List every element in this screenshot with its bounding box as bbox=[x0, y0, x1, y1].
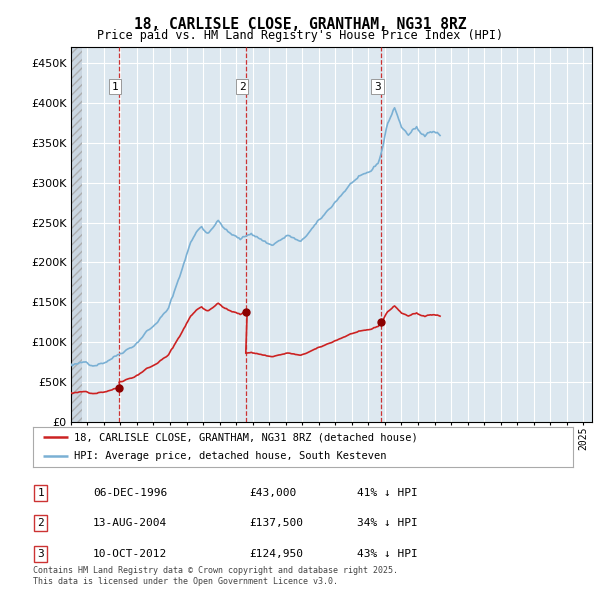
Text: £43,000: £43,000 bbox=[249, 488, 296, 497]
Text: 18, CARLISLE CLOSE, GRANTHAM, NG31 8RZ (detached house): 18, CARLISLE CLOSE, GRANTHAM, NG31 8RZ (… bbox=[74, 432, 417, 442]
Text: 13-AUG-2004: 13-AUG-2004 bbox=[93, 519, 167, 528]
Bar bbox=[71, 47, 82, 422]
Text: 18, CARLISLE CLOSE, GRANTHAM, NG31 8RZ: 18, CARLISLE CLOSE, GRANTHAM, NG31 8RZ bbox=[134, 17, 466, 31]
Text: 3: 3 bbox=[374, 81, 381, 91]
Text: Price paid vs. HM Land Registry's House Price Index (HPI): Price paid vs. HM Land Registry's House … bbox=[97, 29, 503, 42]
Text: HPI: Average price, detached house, South Kesteven: HPI: Average price, detached house, Sout… bbox=[74, 451, 386, 461]
Text: 1: 1 bbox=[112, 81, 118, 91]
Text: £124,950: £124,950 bbox=[249, 549, 303, 559]
Text: 41% ↓ HPI: 41% ↓ HPI bbox=[357, 488, 418, 497]
Text: 10-OCT-2012: 10-OCT-2012 bbox=[93, 549, 167, 559]
Text: £137,500: £137,500 bbox=[249, 519, 303, 528]
Text: Contains HM Land Registry data © Crown copyright and database right 2025.
This d: Contains HM Land Registry data © Crown c… bbox=[33, 566, 398, 586]
Text: 34% ↓ HPI: 34% ↓ HPI bbox=[357, 519, 418, 528]
Text: 1: 1 bbox=[37, 488, 44, 497]
Text: 43% ↓ HPI: 43% ↓ HPI bbox=[357, 549, 418, 559]
Text: 2: 2 bbox=[37, 519, 44, 528]
Text: 2: 2 bbox=[239, 81, 246, 91]
Text: 06-DEC-1996: 06-DEC-1996 bbox=[93, 488, 167, 497]
Text: 3: 3 bbox=[37, 549, 44, 559]
